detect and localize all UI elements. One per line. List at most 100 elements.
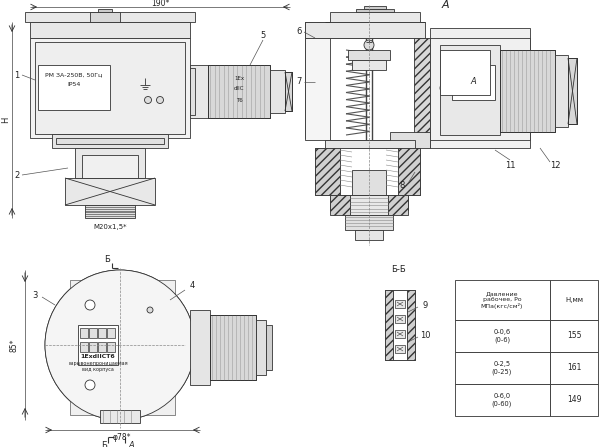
Text: dIIC: dIIC	[234, 87, 244, 92]
Text: РМ ЗА-250В, 50Гц: РМ ЗА-250В, 50Гц	[46, 72, 103, 77]
Bar	[89, 342, 97, 352]
Text: 149: 149	[567, 396, 581, 405]
Bar	[30, 22, 190, 38]
Text: А: А	[470, 77, 476, 87]
Text: 9: 9	[422, 300, 428, 309]
Text: 6: 6	[296, 28, 302, 37]
Circle shape	[364, 40, 374, 50]
Bar	[568, 58, 577, 124]
Text: вид корпуса: вид корпуса	[82, 367, 114, 372]
Text: 4: 4	[190, 281, 194, 290]
Bar	[210, 315, 256, 380]
Bar	[65, 178, 155, 205]
Circle shape	[145, 97, 151, 104]
Text: H: H	[1, 117, 11, 123]
Text: 10: 10	[420, 330, 430, 340]
Bar	[550, 384, 598, 416]
Text: А: А	[441, 0, 449, 10]
Bar	[82, 155, 138, 178]
Bar	[440, 45, 500, 135]
Text: Б-Б: Б-Б	[391, 266, 406, 274]
Bar	[430, 38, 530, 140]
Text: А: А	[128, 442, 134, 447]
Text: 1Ех: 1Ех	[234, 76, 244, 80]
Bar	[350, 195, 388, 215]
Text: IP54: IP54	[67, 83, 80, 88]
Bar	[455, 352, 550, 384]
Circle shape	[85, 300, 95, 310]
Bar	[270, 70, 285, 113]
Bar	[90, 12, 120, 22]
Bar	[345, 215, 393, 230]
Bar	[305, 22, 425, 38]
Text: 8: 8	[400, 181, 404, 190]
Bar	[555, 55, 568, 127]
Text: Б: Б	[104, 256, 110, 265]
Bar	[266, 325, 272, 370]
Bar	[80, 342, 88, 352]
Circle shape	[45, 270, 195, 420]
Text: φ78*: φ78*	[113, 434, 131, 443]
Bar	[395, 330, 405, 338]
Text: 0-6,0
(0-60): 0-6,0 (0-60)	[492, 393, 512, 407]
Text: 190*: 190*	[151, 0, 169, 8]
Bar	[356, 9, 394, 12]
Bar	[38, 65, 110, 110]
Text: M20x1,5*: M20x1,5*	[93, 224, 127, 230]
Bar	[285, 72, 292, 111]
Bar	[89, 328, 97, 338]
Text: 3: 3	[32, 291, 38, 299]
Bar	[398, 148, 420, 195]
Text: Давление
рабочее, Ро
МПа(кгс/см²): Давление рабочее, Ро МПа(кгс/см²)	[481, 291, 523, 309]
Bar	[305, 22, 330, 38]
Text: 12: 12	[550, 160, 560, 169]
Text: 1: 1	[14, 71, 20, 80]
Bar	[75, 148, 145, 178]
Text: 11: 11	[505, 160, 515, 169]
Bar	[385, 290, 393, 360]
Bar	[500, 50, 555, 132]
Bar	[430, 28, 530, 148]
Bar	[348, 50, 390, 60]
Bar	[352, 170, 386, 195]
Bar	[208, 65, 270, 118]
Bar	[80, 328, 88, 338]
Circle shape	[440, 83, 450, 93]
Bar	[330, 38, 425, 140]
Circle shape	[157, 97, 163, 104]
Circle shape	[147, 307, 153, 313]
Bar	[355, 230, 383, 240]
Bar	[107, 328, 115, 338]
Text: 5: 5	[260, 30, 266, 39]
Bar	[52, 134, 168, 148]
Bar	[305, 38, 425, 140]
Bar	[330, 195, 408, 210]
Bar	[256, 320, 266, 375]
Bar	[100, 410, 140, 423]
Bar	[330, 195, 350, 215]
Bar	[190, 310, 210, 385]
Circle shape	[45, 270, 195, 420]
Bar	[330, 12, 420, 22]
Bar	[56, 138, 164, 144]
Text: 2: 2	[14, 170, 20, 180]
Bar	[395, 300, 405, 308]
Bar	[325, 140, 415, 172]
Text: Б: Б	[101, 442, 107, 447]
Bar	[98, 328, 106, 338]
Bar	[388, 195, 408, 215]
Bar	[455, 320, 550, 352]
Bar	[340, 148, 398, 195]
Bar	[30, 38, 190, 138]
Text: 0-0,6
(0-6): 0-0,6 (0-6)	[493, 329, 511, 343]
Text: T6: T6	[236, 97, 242, 102]
Bar	[568, 58, 577, 124]
Bar	[395, 315, 405, 323]
Bar	[98, 9, 112, 12]
Text: взрывонепроницаемая: взрывонепроницаемая	[68, 362, 128, 367]
Bar	[210, 315, 256, 380]
Bar	[190, 68, 195, 115]
Text: 1ExdIICT6: 1ExdIICT6	[80, 354, 115, 359]
Bar	[390, 132, 430, 148]
Bar	[500, 50, 555, 132]
